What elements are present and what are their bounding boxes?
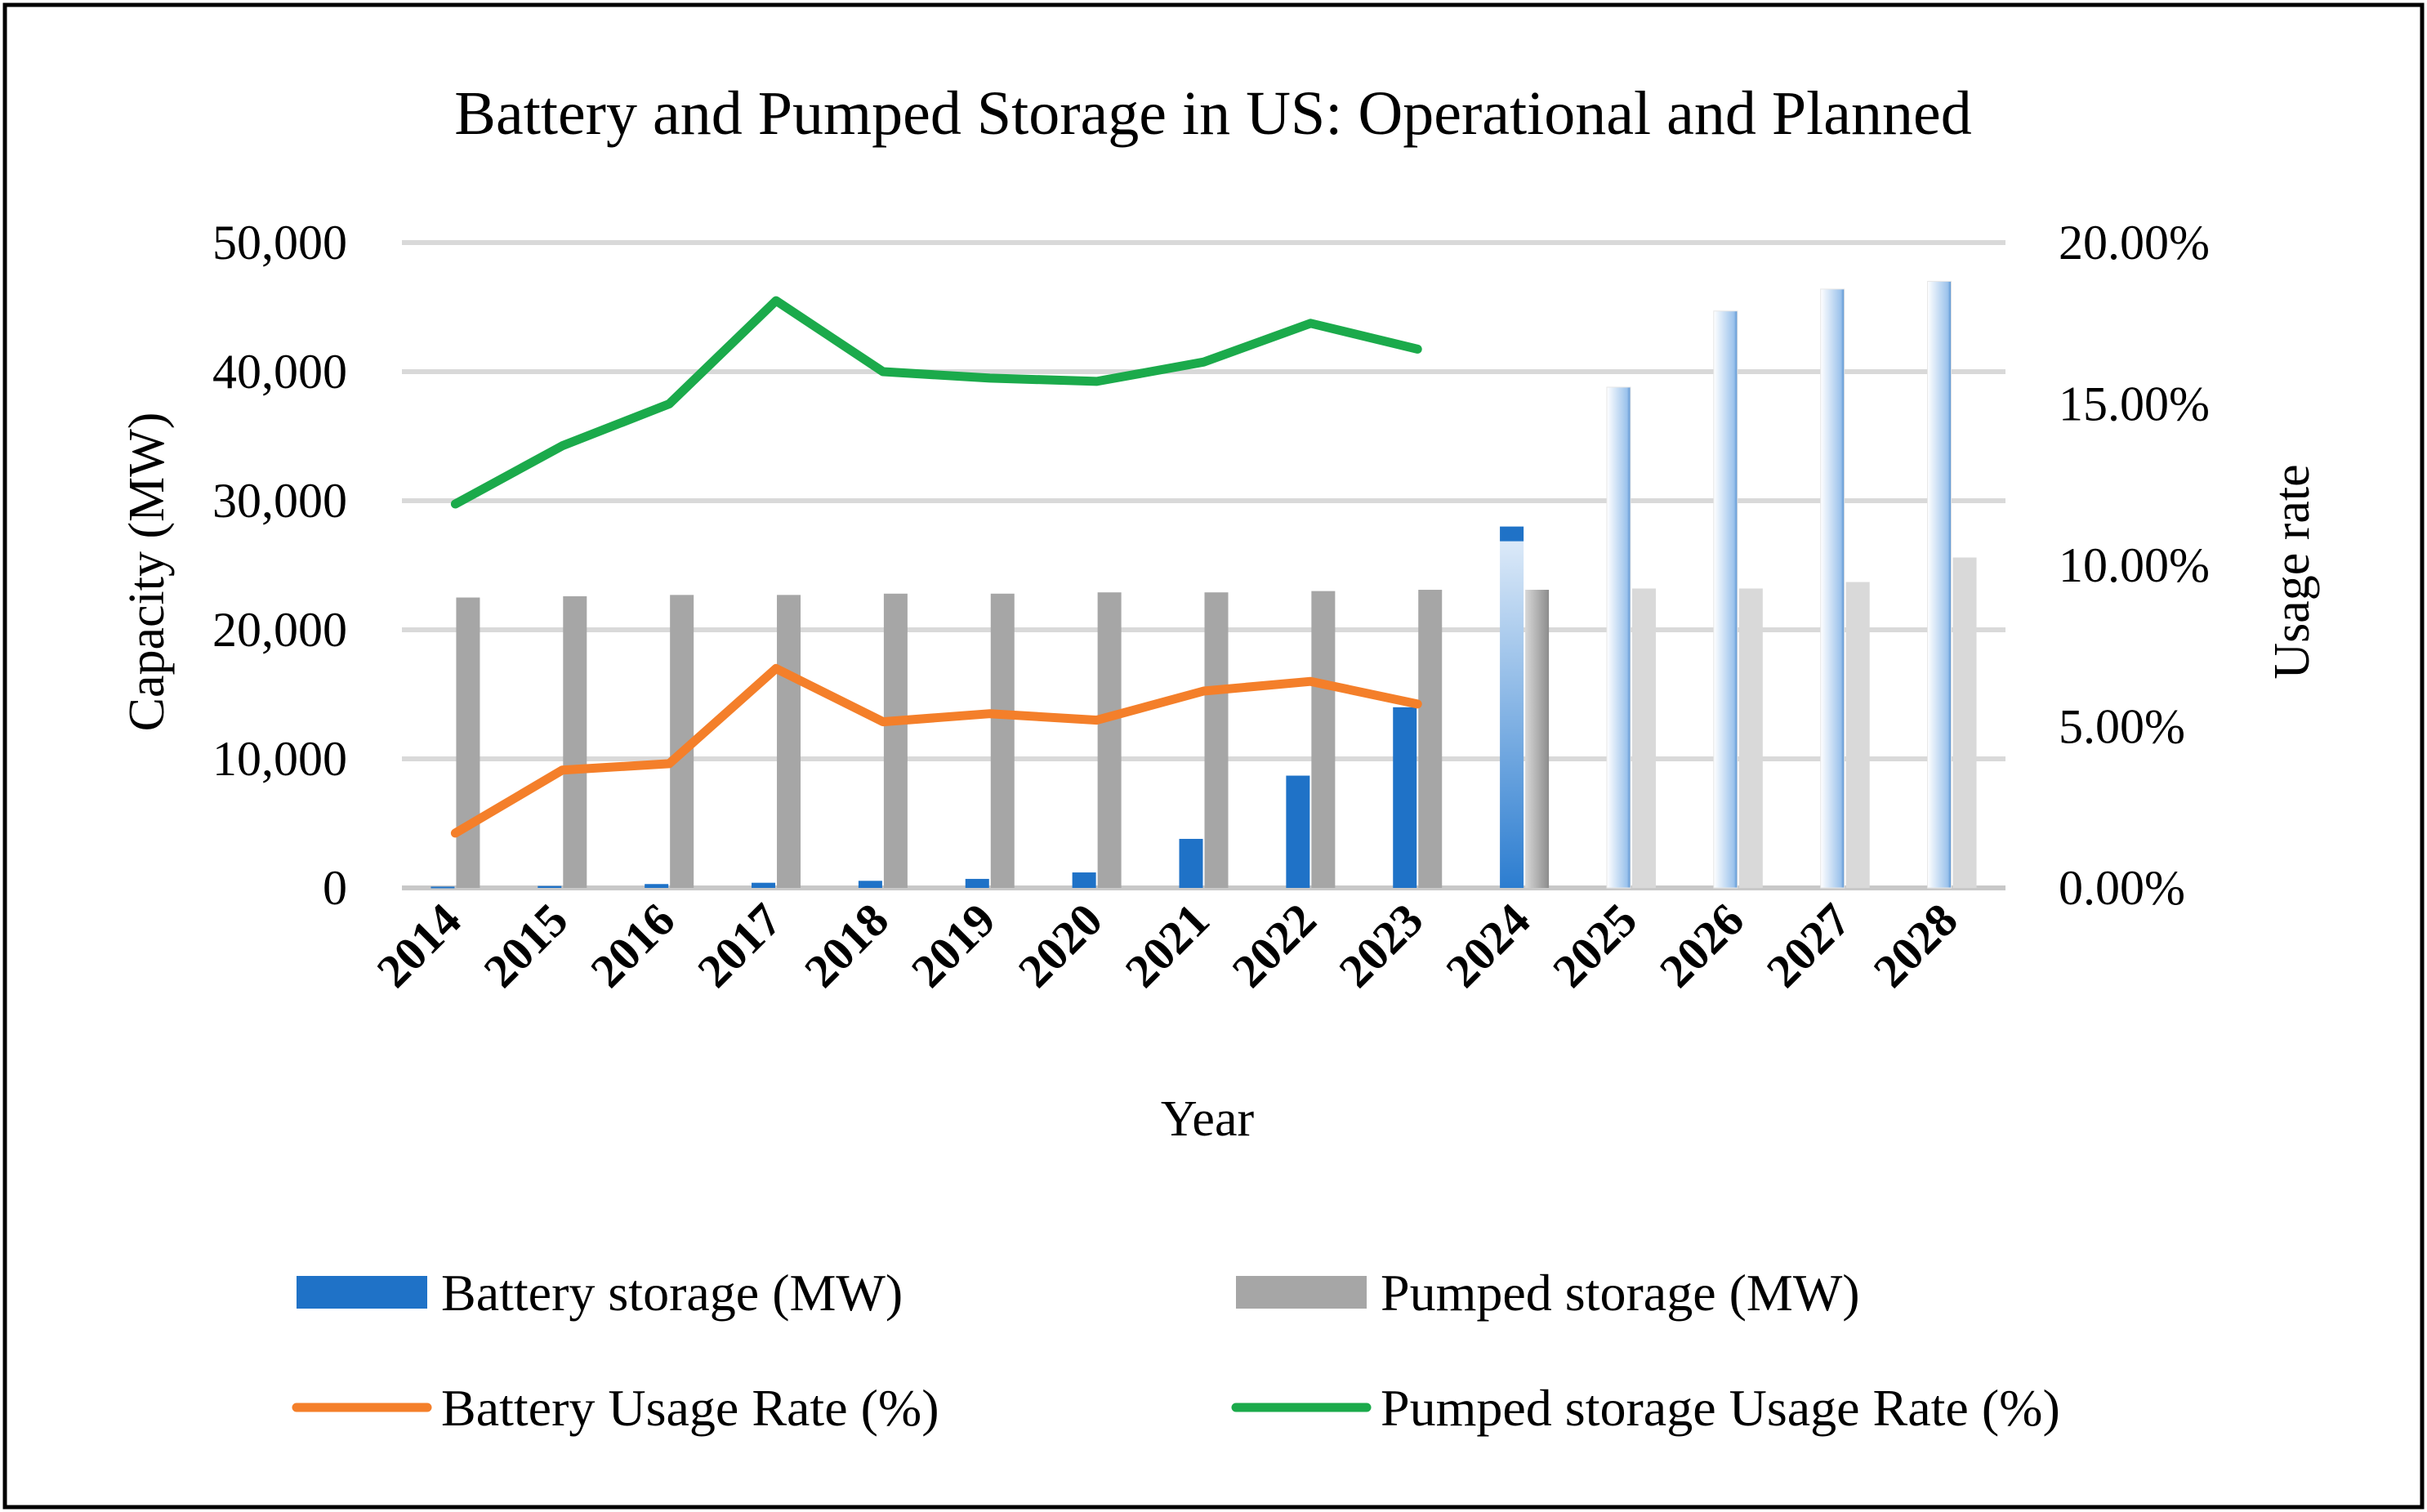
bars [431, 280, 1977, 889]
legend-label: Pumped storage Usage Rate (%) [1381, 1379, 2060, 1437]
y2-axis-title: Usage rate [2264, 464, 2320, 679]
pumped-bar [1418, 590, 1443, 888]
y-tick-label: 0 [323, 861, 347, 915]
battery-bar [431, 886, 455, 889]
battery-bar [752, 882, 776, 888]
battery-bar [965, 878, 989, 888]
lines [450, 296, 1422, 838]
pumped-bar [456, 597, 480, 888]
pumped-bar [1311, 591, 1336, 888]
pumped-bar [1845, 582, 1870, 888]
y-tick-label: 50,000 [212, 216, 347, 270]
battery-bar [1820, 288, 1845, 889]
battery-bar [538, 885, 562, 888]
battery-bar [1286, 775, 1310, 888]
pumped-bar [1204, 592, 1229, 888]
legend-label: Battery storage (MW) [441, 1264, 903, 1322]
legend: Battery storage (MW) Pumped storage (MW) B… [292, 1264, 2060, 1437]
y2-tick-label: 20.00% [2059, 216, 2210, 270]
pumped-bar [1525, 590, 1550, 888]
legend-label: Battery Usage Rate (%) [441, 1379, 939, 1437]
battery-bar [1072, 872, 1096, 888]
battery-bar [1393, 707, 1417, 888]
pumped-bar [777, 595, 801, 888]
y-tick-label: 30,000 [212, 474, 347, 528]
pumped-bar [883, 593, 908, 888]
battery-bar [645, 884, 669, 888]
pumped-bar [1631, 588, 1656, 888]
y-axis-title: Capacity (MW) [119, 413, 175, 732]
pumped-bar [990, 593, 1015, 888]
battery-bar [1606, 386, 1631, 889]
battery-bar [1927, 280, 1952, 889]
battery-bar [1713, 310, 1738, 889]
legend-swatch [1236, 1276, 1367, 1309]
pumped-bar [563, 595, 587, 888]
chart-title: Battery and Pumped Storage in US: Operat… [454, 79, 1971, 148]
legend-label: Pumped storage (MW) [1381, 1264, 1860, 1322]
battery-bar-cap [1500, 526, 1524, 542]
pumped-bar [1952, 557, 1977, 888]
battery-bar [1500, 526, 1524, 888]
legend-swatch [297, 1276, 427, 1309]
battery-bar [858, 881, 882, 888]
battery-usage-line [450, 663, 1422, 838]
y2-tick-label: 5.00% [2059, 700, 2185, 754]
y2-tick-label: 0.00% [2059, 861, 2185, 915]
pumped-usage-line [450, 296, 1422, 509]
y-tick-label: 20,000 [212, 603, 347, 657]
x-axis-title: Year [1161, 1091, 1255, 1147]
y2-tick-label: 10.00% [2059, 538, 2210, 592]
y-tick-label: 10,000 [212, 732, 347, 786]
battery-bar [1179, 838, 1203, 888]
pumped-bar [1097, 592, 1122, 888]
y2-tick-label: 15.00% [2059, 377, 2210, 431]
pumped-bar [1738, 588, 1763, 888]
y-tick-label: 40,000 [212, 345, 347, 399]
